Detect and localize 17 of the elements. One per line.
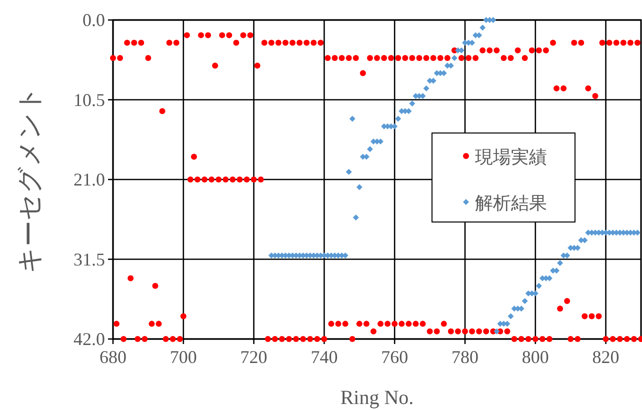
y-tick-label: 21.0 bbox=[74, 170, 105, 190]
x-tick-label: 720 bbox=[240, 347, 268, 367]
x-tick-label: 760 bbox=[381, 347, 408, 367]
x-tick-label: 820 bbox=[592, 347, 620, 367]
y-tick-label: 10.5 bbox=[74, 90, 105, 110]
legend-label: 解析結果 bbox=[475, 193, 547, 213]
y-tick-label: 31.5 bbox=[74, 249, 105, 270]
legend-label: 現場実績 bbox=[475, 147, 547, 167]
x-axis-title: Ring No. bbox=[340, 387, 414, 409]
y-tick-label: 42.0 bbox=[74, 329, 105, 349]
x-tick-label: 680 bbox=[100, 347, 126, 367]
x-tick-label: 780 bbox=[452, 347, 478, 367]
x-tick-label: 700 bbox=[170, 347, 197, 367]
y-tick-label: 0.0 bbox=[82, 10, 105, 30]
x-tick-label: 740 bbox=[310, 347, 338, 367]
y-axis-title: キーセグメント bbox=[15, 86, 44, 274]
x-tick-label: 800 bbox=[522, 347, 549, 367]
